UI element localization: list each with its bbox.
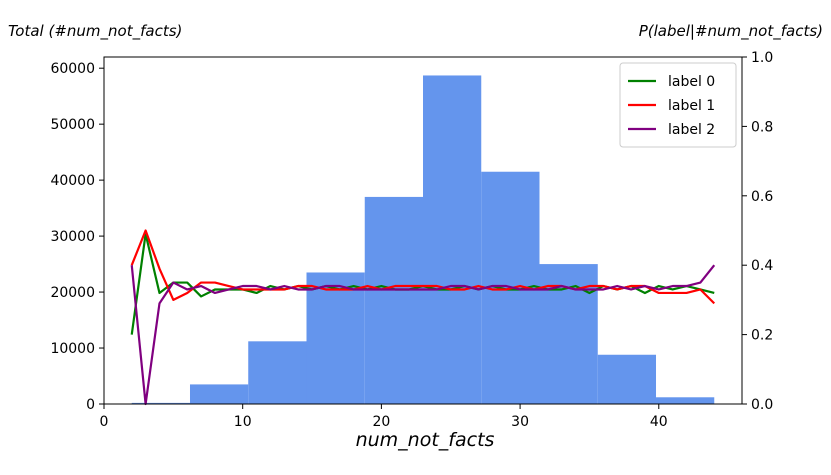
legend-label: label 2 [668,122,715,138]
histogram-bar-0 [131,402,190,404]
histogram-bar-1 [189,384,249,404]
legend-label: label 1 [668,98,715,114]
left-y-tick-label: 20000 [50,285,95,301]
series-line-label-2 [130,264,716,406]
right-y-axis-title: P(label|#num_not_facts) [639,22,823,41]
right-y-tick-label: 0.2 [751,328,773,344]
left-y-tick-label: 0 [86,397,95,413]
left-y-axis-ticks: 0 10000 20000 30000 40000 50000 60000 [50,61,104,413]
legend: label 0 label 1 label 2 [619,62,737,148]
legend-box [619,62,737,148]
histogram-bar-9 [656,397,715,404]
histogram-bars [131,75,715,404]
left-y-tick-label: 40000 [50,173,95,189]
probability-lines [130,229,716,406]
x-axis-ticks: 0 10 20 30 40 [100,404,668,430]
histogram-bar-4 [364,196,423,404]
legend-label: label 0 [668,74,715,90]
right-y-tick-label: 0.8 [751,119,773,135]
right-y-tick-label: 1.0 [751,50,773,66]
histogram-bar-2 [248,341,307,404]
x-tick-label: 20 [372,414,390,430]
right-y-tick-label: 0.4 [751,258,773,274]
left-y-tick-label: 10000 [50,341,95,357]
plot-frame [103,56,743,405]
histogram-bar-5 [423,75,482,404]
right-y-tick-label: 0.0 [751,397,773,413]
x-tick-label: 40 [650,414,668,430]
series-line-label-1 [130,229,716,305]
x-tick-label: 10 [234,414,252,430]
right-y-axis-ticks: 0.0 0.2 0.4 0.6 0.8 1.0 [742,50,773,413]
x-tick-label: 30 [511,414,529,430]
left-y-tick-label: 60000 [50,61,95,77]
left-y-tick-label: 30000 [50,229,95,245]
right-y-tick-label: 0.6 [751,189,773,205]
histogram-bar-3 [306,272,365,404]
left-y-tick-label: 50000 [50,117,95,133]
x-axis-title: num_not_facts [356,429,495,451]
left-y-axis-title: Total (#num_not_facts) [8,22,182,41]
x-tick-label: 0 [100,414,109,430]
histogram-bar-8 [597,354,657,404]
